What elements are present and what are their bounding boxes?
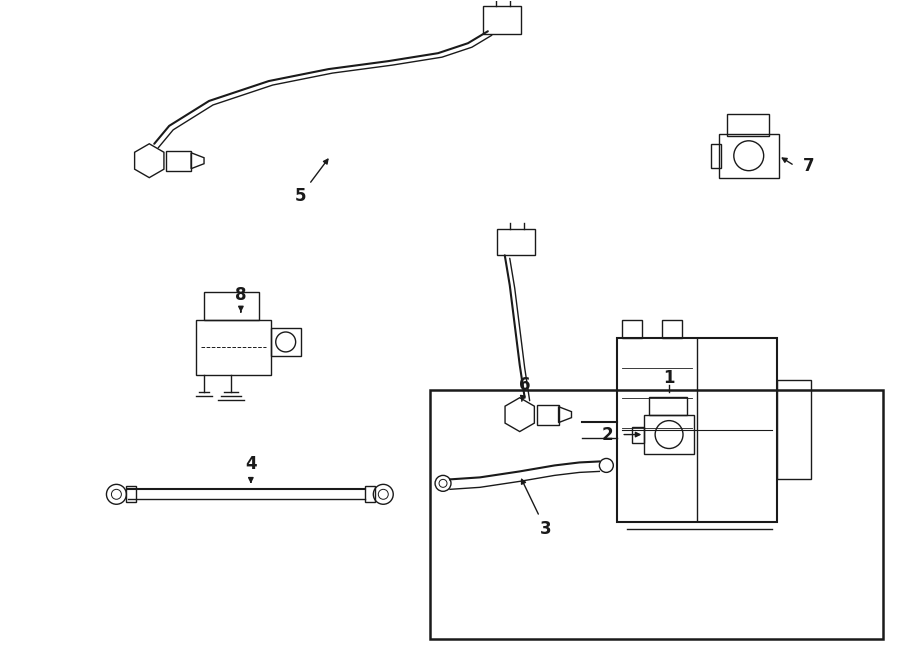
Text: 7: 7 bbox=[803, 157, 815, 175]
Bar bbox=[271, 328, 301, 356]
Bar bbox=[649, 397, 687, 414]
Text: 1: 1 bbox=[663, 369, 675, 387]
Bar bbox=[622, 320, 643, 338]
Bar bbox=[497, 229, 535, 255]
Bar bbox=[662, 320, 682, 338]
Bar bbox=[126, 486, 136, 502]
Bar bbox=[166, 151, 191, 171]
Bar bbox=[430, 390, 883, 639]
Text: 5: 5 bbox=[295, 186, 306, 204]
Text: 2: 2 bbox=[601, 426, 613, 444]
Text: 3: 3 bbox=[540, 520, 552, 538]
Bar bbox=[536, 405, 559, 424]
Bar bbox=[617, 338, 777, 522]
Bar bbox=[483, 7, 521, 34]
Bar bbox=[719, 134, 778, 178]
Bar bbox=[196, 320, 271, 375]
Bar bbox=[711, 144, 721, 168]
Text: 8: 8 bbox=[235, 286, 247, 304]
Bar bbox=[777, 380, 812, 479]
Bar bbox=[644, 414, 694, 455]
Text: 6: 6 bbox=[519, 375, 530, 394]
Bar bbox=[204, 292, 259, 320]
Bar bbox=[727, 114, 769, 136]
Text: 4: 4 bbox=[245, 455, 256, 473]
Bar bbox=[365, 486, 375, 502]
Bar bbox=[632, 426, 644, 442]
